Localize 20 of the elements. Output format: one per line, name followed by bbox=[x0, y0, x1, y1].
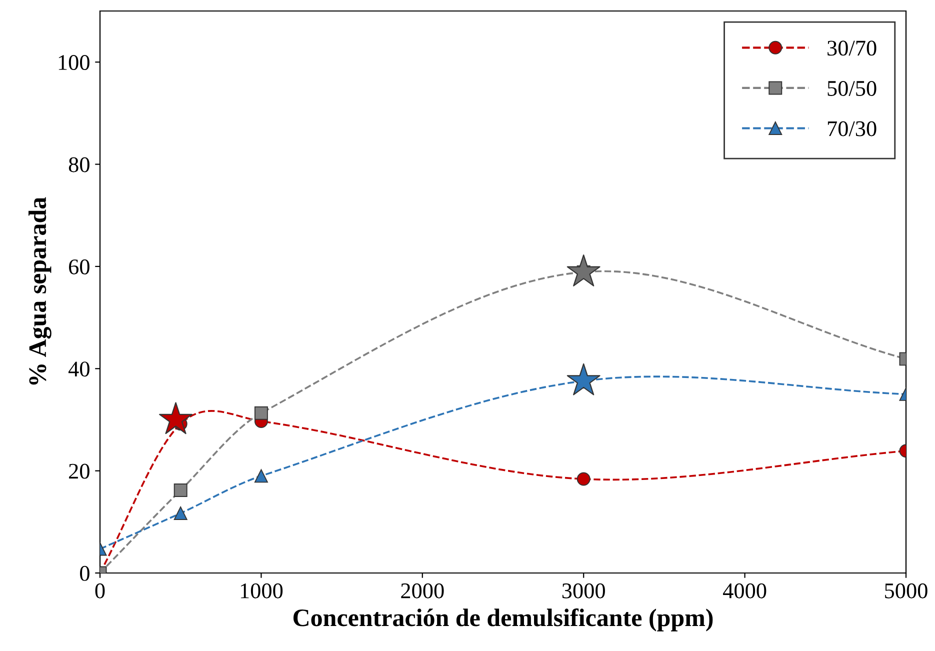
y-tick-label: 0 bbox=[80, 566, 90, 581]
legend-label: 50/50 bbox=[828, 80, 876, 96]
x-tick-label: 3000 bbox=[562, 583, 605, 598]
x-tick-label: 4000 bbox=[723, 583, 766, 598]
legend-label: 70/30 bbox=[828, 121, 876, 136]
y-tick-label: 100 bbox=[58, 55, 90, 70]
y-tick-label: 80 bbox=[68, 157, 90, 172]
point bbox=[159, 402, 192, 434]
y-tick-label: 20 bbox=[69, 464, 90, 479]
x-tick-label: 0 bbox=[95, 583, 105, 598]
y-axis-title: % Agua separada bbox=[28, 197, 52, 385]
x-tick-label: 2000 bbox=[401, 583, 444, 598]
point bbox=[174, 484, 188, 497]
x-axis-title: Concentración de demulsificante (ppm) bbox=[293, 608, 713, 632]
point bbox=[254, 406, 268, 420]
legend-label: 30/70 bbox=[828, 40, 876, 56]
x-tick-label: 5000 bbox=[885, 583, 928, 598]
y-tick-label: 40 bbox=[68, 362, 90, 377]
y-tick-label: 60 bbox=[69, 259, 90, 274]
x-tick-label: 1000 bbox=[240, 583, 283, 598]
